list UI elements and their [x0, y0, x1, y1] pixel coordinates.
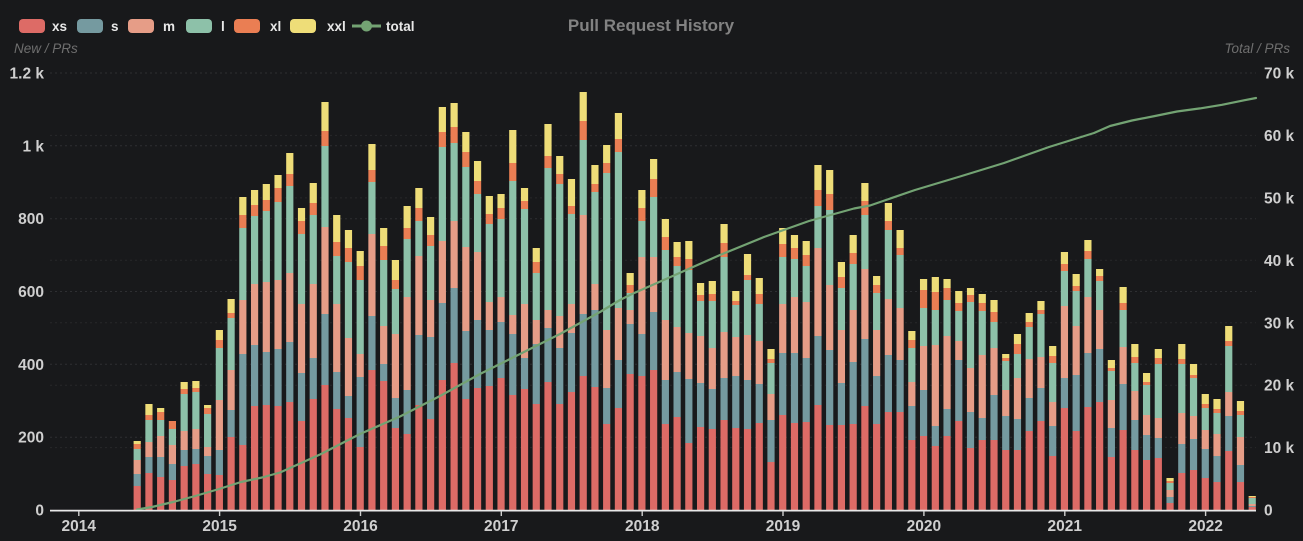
svg-text:800: 800	[18, 211, 44, 228]
svg-text:total: total	[386, 19, 415, 34]
svg-text:2018: 2018	[625, 518, 660, 535]
svg-text:Total / PRs: Total / PRs	[1224, 41, 1290, 56]
svg-text:s: s	[111, 19, 119, 34]
svg-text:2016: 2016	[343, 518, 378, 535]
svg-text:New / PRs: New / PRs	[14, 41, 78, 56]
svg-text:2022: 2022	[1188, 518, 1222, 535]
svg-text:50 k: 50 k	[1264, 190, 1295, 207]
svg-text:200: 200	[18, 430, 44, 447]
svg-text:xxl: xxl	[327, 19, 346, 34]
svg-text:70 k: 70 k	[1264, 66, 1295, 83]
svg-text:2014: 2014	[62, 518, 97, 535]
svg-text:2019: 2019	[766, 518, 801, 535]
svg-text:m: m	[163, 19, 175, 34]
svg-text:10 k: 10 k	[1264, 440, 1295, 457]
svg-text:0: 0	[35, 503, 44, 520]
svg-text:30 k: 30 k	[1264, 315, 1295, 332]
svg-text:Pull Request History: Pull Request History	[568, 16, 735, 35]
svg-text:20 k: 20 k	[1264, 378, 1295, 395]
svg-text:400: 400	[18, 357, 44, 374]
svg-text:0: 0	[1264, 503, 1273, 520]
svg-text:l: l	[221, 19, 225, 34]
svg-text:2020: 2020	[907, 518, 941, 535]
svg-text:2015: 2015	[202, 518, 237, 535]
svg-text:40 k: 40 k	[1264, 253, 1295, 270]
svg-text:1 k: 1 k	[22, 138, 44, 155]
svg-text:xs: xs	[52, 19, 67, 34]
svg-text:60 k: 60 k	[1264, 128, 1295, 145]
svg-text:600: 600	[18, 284, 44, 301]
svg-text:2017: 2017	[484, 518, 518, 535]
svg-text:1.2 k: 1.2 k	[10, 66, 45, 83]
svg-text:2021: 2021	[1048, 518, 1083, 535]
svg-text:xl: xl	[270, 19, 281, 34]
